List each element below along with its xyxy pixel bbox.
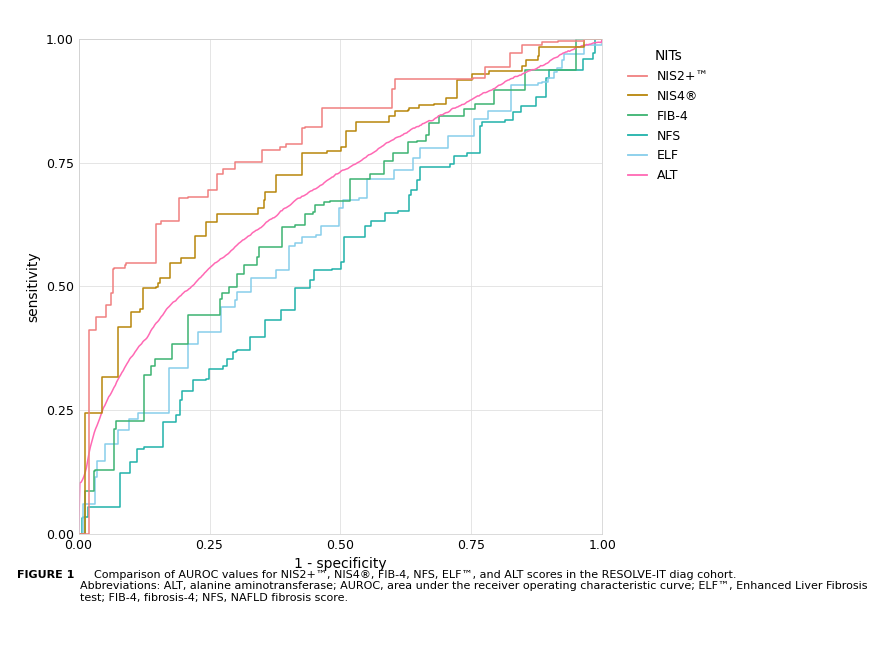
X-axis label: 1 - specificity: 1 - specificity [294,557,387,571]
Text: FIGURE 1: FIGURE 1 [17,570,75,579]
Text: Comparison of AUROC values for NIS2+™, NIS4®, FIB-4, NFS, ELF™, and ALT scores i: Comparison of AUROC values for NIS2+™, N… [80,570,868,603]
Y-axis label: sensitivity: sensitivity [26,251,40,322]
Legend: NIS2+™, NIS4®, FIB-4, NFS, ELF, ALT: NIS2+™, NIS4®, FIB-4, NFS, ELF, ALT [624,46,712,186]
